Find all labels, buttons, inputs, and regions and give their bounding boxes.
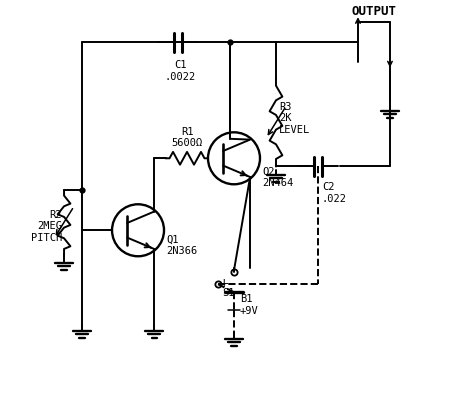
Text: Q1
2N366: Q1 2N366 — [166, 234, 197, 256]
Text: Q2
2N464: Q2 2N464 — [262, 166, 292, 188]
Text: C2
.022: C2 .022 — [321, 182, 346, 204]
Text: R3
2K
LEVEL: R3 2K LEVEL — [279, 102, 310, 135]
Text: R2
2MEG
PITCH: R2 2MEG PITCH — [31, 210, 62, 243]
Text: OUTPUT: OUTPUT — [351, 5, 396, 18]
Text: S1: S1 — [222, 288, 234, 298]
Text: C1
.0022: C1 .0022 — [164, 60, 195, 82]
Text: +: + — [218, 277, 229, 290]
Text: B1
+9V: B1 +9V — [240, 294, 258, 316]
Text: R1
5600Ω: R1 5600Ω — [171, 127, 202, 148]
